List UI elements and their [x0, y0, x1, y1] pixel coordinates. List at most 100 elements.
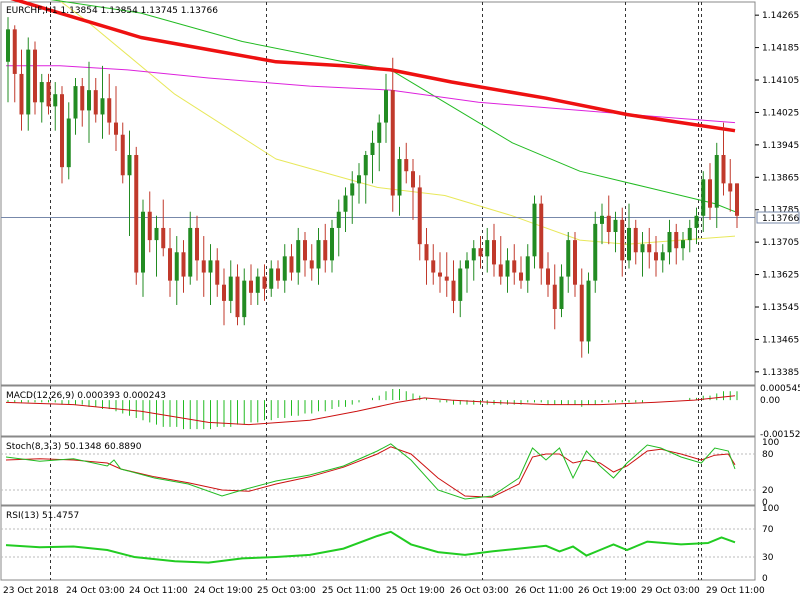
candle-body [519, 272, 523, 281]
candle-body [593, 223, 598, 281]
current-price-label-bg [756, 211, 800, 224]
candle-body [255, 276, 260, 293]
candle-body [303, 240, 307, 261]
candle-body [512, 260, 517, 273]
stoch-panel-frame [0, 436, 756, 506]
candlestick-series [6, 17, 739, 358]
ma-yellow-line [57, 0, 736, 245]
stoch-tick-label: 20 [762, 486, 774, 496]
candle-body [154, 227, 159, 241]
candle-body [694, 215, 699, 228]
candle-body [147, 211, 152, 241]
macd-signal-line [5, 395, 736, 426]
candle-body [708, 179, 712, 208]
candle-body [444, 276, 449, 281]
stoch-header: Stoch(8,3,3) 50.1348 60.8890 [6, 442, 142, 452]
time-tick-label: 24 Oct 11:00 [129, 586, 188, 596]
candle-body [458, 268, 463, 301]
candle-body [377, 122, 382, 143]
candle-body [336, 211, 341, 228]
macd-panel-frame [0, 385, 756, 437]
candle-body [228, 276, 233, 301]
candle-body [424, 244, 429, 261]
candle-body [53, 94, 58, 107]
candle-body [600, 215, 604, 224]
candle-body [343, 195, 348, 212]
candle-body [471, 248, 476, 261]
ma-red-line [10, 0, 736, 133]
rsi-header: RSI(13) 51.4757 [6, 511, 79, 521]
candle-body [33, 49, 37, 103]
candle-body [721, 154, 726, 184]
candle-body [485, 240, 490, 257]
candle-body [573, 240, 577, 285]
candle-body [269, 268, 274, 289]
time-tick-label: 25 Oct 11:00 [322, 586, 381, 596]
candle-body [87, 90, 91, 111]
time-tick-label: 23 Oct 2018 [3, 586, 59, 596]
candle-body [620, 219, 625, 261]
rsi-axis: 100 70 30 0 [762, 504, 779, 584]
candle-body [39, 82, 44, 103]
candle-body [714, 154, 719, 208]
candle-body [411, 171, 415, 188]
candle-body [289, 256, 294, 273]
rsi-indicator [1, 528, 755, 564]
candle-body [559, 276, 564, 310]
macd-tick-label: 0.00 [760, 396, 780, 406]
candle-body [93, 90, 98, 115]
candle-body [404, 159, 409, 172]
price-tick-label: 1.13865 [762, 173, 799, 183]
candle-body [390, 90, 395, 196]
rsi-tick-label: 30 [762, 553, 774, 563]
candle-body [667, 232, 672, 253]
candle-body [451, 280, 456, 301]
candle-body [141, 211, 145, 273]
time-tick-label: 25 Oct 19:00 [386, 586, 445, 596]
time-tick-label: 29 Oct 03:00 [641, 586, 700, 596]
candle-body [46, 82, 51, 107]
price-tick-label: 1.14185 [762, 44, 799, 54]
candle-body [296, 240, 301, 273]
candle-body [134, 154, 139, 273]
candle-body [363, 154, 368, 176]
rsi-tick-label: 0 [762, 574, 768, 584]
price-tick-label: 1.13385 [762, 368, 799, 378]
price-tick-label: 1.14105 [762, 76, 799, 86]
candle-body [168, 248, 172, 281]
time-tick-label: 26 Oct 11:00 [515, 586, 574, 596]
price-tick-label: 1.13785 [762, 206, 799, 216]
price-tick-label: 1.13465 [762, 335, 799, 345]
candle-body [107, 98, 112, 123]
rsi-tick-label: 70 [762, 525, 774, 535]
candle-body [613, 219, 618, 233]
time-axis: 23 Oct 2018 24 Oct 03:00 24 Oct 11:00 24 Oc… [3, 586, 765, 596]
candle-body [323, 240, 328, 261]
candle-body [397, 159, 402, 196]
macd-tick-label: -0.00152 [760, 430, 800, 440]
candle-body [181, 252, 186, 277]
candle-body [640, 244, 645, 253]
candle-body [681, 240, 685, 249]
macd-axis: 0.000545 0.00 -0.00152 [760, 384, 800, 440]
time-tick-label: 26 Oct 19:00 [578, 586, 637, 596]
candle-body [505, 260, 510, 277]
candle-body [174, 252, 179, 281]
price-tick-label: 1.14265 [762, 11, 799, 21]
candle-body [330, 227, 334, 261]
candle-body [492, 240, 496, 265]
candle-body [674, 232, 679, 249]
stoch-signal-line [5, 446, 736, 498]
macd-tick-label: 0.000545 [760, 384, 800, 394]
price-tick-label: 1.14025 [762, 108, 799, 118]
macd-header: MACD(12,26,9) 0.000393 0.000243 [6, 391, 166, 401]
candle-body [120, 134, 125, 176]
candle-body [100, 98, 105, 115]
candle-body [350, 183, 355, 196]
candle-body [80, 86, 85, 111]
candle-body [127, 154, 132, 176]
price-panel-frame [0, 1, 756, 386]
candle-body [370, 142, 375, 155]
candle-body [647, 244, 652, 253]
